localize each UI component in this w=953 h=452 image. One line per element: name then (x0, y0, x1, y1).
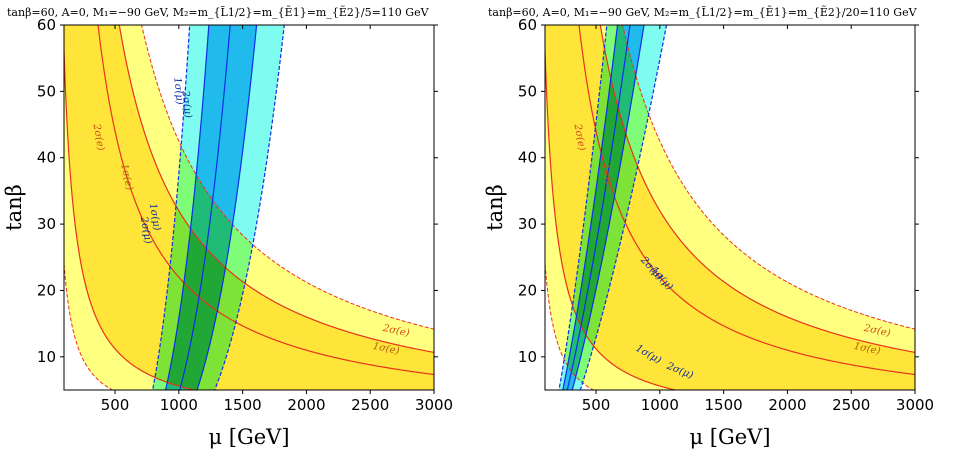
x-tick-label: 2500 (832, 396, 870, 414)
y-tick-label: 60 (37, 16, 56, 34)
electron-1sigma-band (545, 25, 915, 390)
x-tick-label: 3000 (415, 396, 453, 414)
electron-2sigma-line-high (141, 25, 434, 330)
x-tick-label: 2000 (768, 396, 806, 414)
y-axis-label: tanβ (483, 184, 507, 231)
y-tick-label: 40 (37, 149, 56, 167)
electron-1sigma-line-high (118, 25, 434, 353)
electron-central-line (97, 25, 434, 376)
label-2sigma-e: 2σ(e) (571, 122, 587, 151)
x-tick-label: 1500 (705, 396, 743, 414)
y-tick-label: 30 (518, 215, 537, 233)
label-1sigma-e-right: 1σ(e) (372, 341, 401, 357)
muon-2sigma-line-left (558, 25, 608, 390)
label-1sigma-mu: 1σ(μ) (147, 203, 163, 232)
x-tick-label: 500 (101, 396, 130, 414)
label-1sigma-e-right: 1σ(e) (853, 341, 882, 357)
electron-1sigma-line-high (599, 25, 915, 353)
y-tick-label: 60 (518, 16, 537, 34)
x-tick-label: 1000 (160, 396, 198, 414)
y-tick-label: 50 (518, 82, 537, 100)
plot-frame (63, 24, 435, 391)
plot-area: 2σ(e)1σ(e)2σ(e)1σ(e)2σ(μ)1σ(μ)1σ(μ)2σ(μ) (64, 25, 434, 390)
plot-area: 2σ(e)1σ(e)2σ(e)1σ(e)2σ(μ)1σ(μ)1σ(μ)2σ(μ) (545, 25, 915, 390)
x-tick-label: 1500 (224, 396, 262, 414)
muon-1sigma-band (562, 25, 645, 390)
y-tick-label: 20 (37, 281, 56, 299)
panel-title: tanβ=60, A=0, M₁=−90 GeV, M₂=m_{L̃1/2}=m… (7, 5, 430, 19)
muon-central-line (566, 25, 631, 390)
y-axis-label: tanβ (2, 184, 26, 231)
electron-1sigma-line-low (545, 51, 678, 390)
label-1sigma-mu-top: 1σ(μ) (171, 77, 185, 106)
y-tick-label: 10 (37, 348, 56, 366)
label-1sigma-e: 1σ(e) (118, 163, 134, 192)
label-1sigma-e: 1σ(e) (599, 163, 615, 192)
y-tick-label: 20 (518, 281, 537, 299)
muon-1sigma-band (165, 25, 257, 390)
y-tick-label: 10 (518, 348, 537, 366)
muon-1sigma-line-left (562, 25, 619, 390)
muon-1sigma-line-right (196, 25, 258, 390)
x-tick-label: 3000 (896, 396, 934, 414)
electron-1sigma-line-low (64, 51, 197, 390)
electron-2sigma-line-high (622, 25, 915, 330)
x-tick-label: 2000 (287, 396, 325, 414)
muon-2sigma-line-right (579, 25, 668, 390)
x-axis-label: μ [GeV] (689, 425, 770, 449)
y-tick-label: 40 (518, 149, 537, 167)
electron-1sigma-band (64, 25, 434, 390)
y-tick-label: 50 (37, 82, 56, 100)
label-2sigma-mu: 2σ(μ) (138, 215, 154, 245)
label-2sigma-mu-top: 2σ(μ) (179, 89, 193, 119)
label-2sigma-e: 2σ(e) (90, 122, 106, 151)
plot-frame (544, 24, 916, 391)
electron-central-line (578, 25, 915, 376)
x-tick-label: 2500 (351, 396, 389, 414)
muon-2sigma-line-right (214, 25, 285, 390)
y-tick-label: 30 (37, 215, 56, 233)
x-tick-label: 500 (582, 396, 611, 414)
panel-title: tanβ=60, A=0, M₁=−90 GeV, M₂=m_{L̃1/2}=m… (488, 5, 918, 19)
muon-1sigma-line-right (571, 25, 645, 390)
x-tick-label: 1000 (641, 396, 679, 414)
x-axis-label: μ [GeV] (208, 425, 289, 449)
